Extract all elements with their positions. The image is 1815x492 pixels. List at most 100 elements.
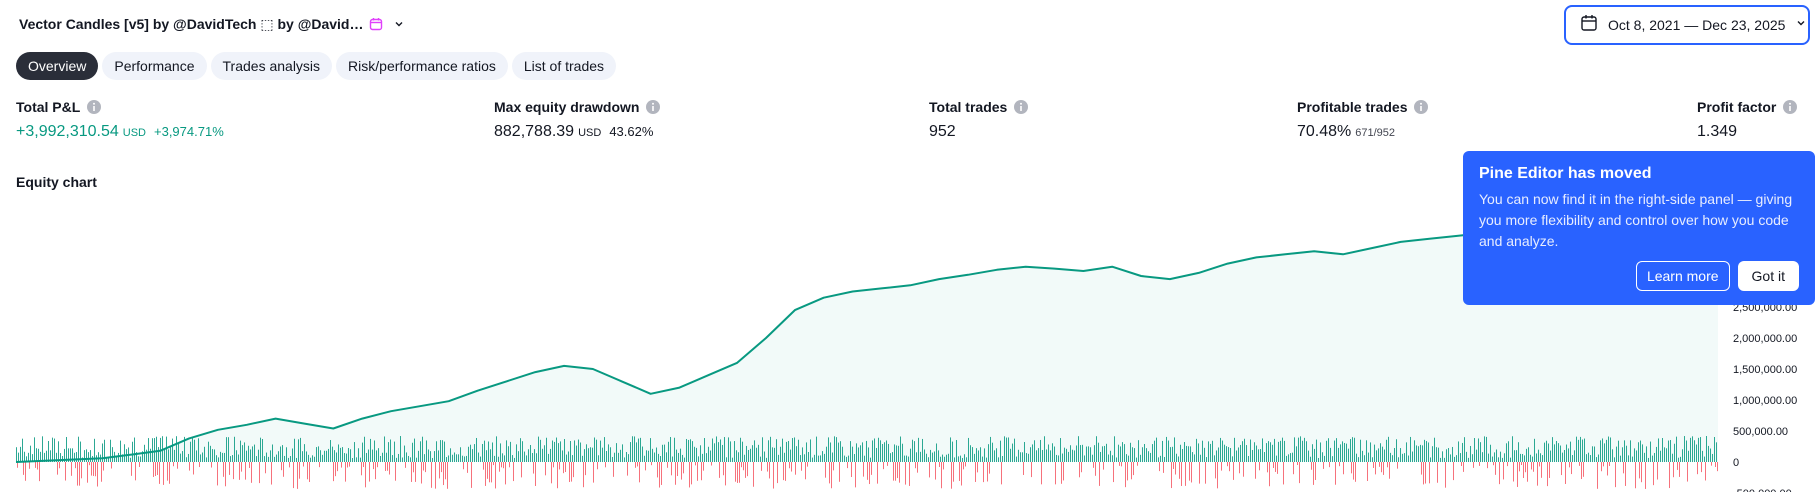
- equity-chart[interactable]: 2,500,000.00 2,000,000.00 1,500,000.00 1,00…: [0, 200, 1815, 492]
- profit-bar: [1240, 444, 1241, 462]
- profit-bar: [1192, 452, 1193, 462]
- profit-bar: [940, 456, 941, 462]
- loss-bar: [761, 462, 762, 471]
- profit-bar: [332, 446, 333, 462]
- date-range-picker[interactable]: Oct 8, 2021 — Dec 23, 2025: [1564, 5, 1810, 45]
- loss-bar: [1121, 462, 1122, 467]
- profit-bar: [1386, 439, 1387, 462]
- profit-bar: [1396, 439, 1397, 462]
- profit-bar: [878, 437, 879, 462]
- info-icon[interactable]: [1782, 99, 1798, 115]
- profit-bar: [1032, 444, 1033, 462]
- profit-bar: [1412, 451, 1413, 462]
- profit-bar: [1464, 437, 1465, 462]
- chevron-down-icon[interactable]: [393, 18, 405, 30]
- profit-bar: [74, 452, 75, 462]
- profit-bar: [1598, 454, 1599, 462]
- loss-bar: [1495, 462, 1496, 475]
- profit-bar: [220, 451, 221, 462]
- info-icon[interactable]: [1013, 99, 1029, 115]
- loss-bar: [377, 462, 378, 468]
- profit-bar: [484, 440, 485, 462]
- profit-bar: [1484, 436, 1485, 462]
- profit-bar: [812, 457, 813, 462]
- tab-trades-analysis[interactable]: Trades analysis: [210, 52, 333, 80]
- profit-bar: [556, 437, 557, 462]
- profit-bar: [898, 445, 899, 462]
- profit-bar: [372, 449, 373, 462]
- loss-bar: [25, 462, 26, 481]
- profit-bar: [578, 439, 579, 462]
- learn-more-button[interactable]: Learn more: [1635, 261, 1730, 291]
- loss-bar: [1205, 462, 1206, 484]
- profit-bar: [352, 457, 353, 462]
- loss-bar: [1623, 462, 1624, 474]
- profit-bar: [1644, 452, 1645, 462]
- strategy-title[interactable]: Vector Candles [v5] by @DavidTech ⬚ by @…: [19, 15, 364, 32]
- got-it-button[interactable]: Got it: [1737, 261, 1799, 291]
- profit-bar: [258, 449, 259, 462]
- loss-bar: [199, 462, 200, 468]
- tab-list-of-trades[interactable]: List of trades: [511, 52, 617, 80]
- profit-bar: [1198, 443, 1199, 462]
- profit-bar: [1454, 456, 1455, 462]
- profit-bar: [1664, 447, 1665, 462]
- loss-bar: [939, 462, 940, 467]
- metric-total-pnl: Total P&L +3,992,310.54 USD +3,974.71%: [16, 99, 224, 141]
- profit-bar: [1234, 437, 1235, 462]
- profit-bar: [1402, 453, 1403, 462]
- profit-bar: [1096, 436, 1097, 462]
- profit-bar: [234, 436, 235, 462]
- profit-bar: [1472, 454, 1473, 462]
- trade-bars: [16, 436, 1718, 489]
- info-icon[interactable]: [645, 99, 661, 115]
- profit-bar: [1652, 455, 1653, 462]
- profit-bar: [614, 452, 615, 462]
- profit-bar: [880, 440, 881, 462]
- loss-bar: [1315, 462, 1316, 480]
- profit-bar: [384, 436, 385, 462]
- loss-bar: [1583, 462, 1584, 477]
- profit-bar: [496, 436, 497, 462]
- info-icon[interactable]: [1413, 99, 1429, 115]
- profit-bar: [268, 456, 269, 462]
- profit-bar: [1242, 441, 1243, 462]
- loss-bar: [747, 462, 748, 477]
- info-icon[interactable]: [86, 99, 102, 115]
- profit-bar: [888, 443, 889, 462]
- loss-bar: [499, 462, 500, 472]
- tab-performance[interactable]: Performance: [102, 52, 207, 80]
- profit-bar: [816, 436, 817, 462]
- loss-bar: [829, 462, 830, 484]
- profit-bar: [1312, 444, 1313, 462]
- profit-bar: [1446, 449, 1447, 462]
- profit-bar: [918, 437, 919, 462]
- profit-bar: [1504, 453, 1505, 462]
- loss-bar: [1571, 462, 1572, 475]
- metric-max-equity-drawdown: Max equity drawdown 882,788.39 USD 43.62…: [494, 99, 661, 141]
- profit-bar: [964, 454, 965, 462]
- profit-bar: [1380, 443, 1381, 462]
- profit-bar: [248, 445, 249, 462]
- profit-bar: [1600, 440, 1601, 462]
- loss-bar: [675, 462, 676, 485]
- profit-bar: [1456, 455, 1457, 462]
- profit-bar: [584, 449, 585, 462]
- profit-bar: [846, 456, 847, 462]
- loss-bar: [139, 462, 140, 467]
- profit-bar: [356, 457, 357, 462]
- profit-bar: [1568, 448, 1569, 462]
- profit-bar: [424, 454, 425, 462]
- tab-overview[interactable]: Overview: [16, 52, 99, 80]
- loss-bar: [795, 462, 796, 475]
- tab-risk-performance-ratios[interactable]: Risk/performance ratios: [336, 52, 508, 80]
- loss-bar: [71, 462, 72, 476]
- loss-bar: [509, 462, 510, 468]
- profit-bar: [1640, 440, 1641, 462]
- profit-bar: [1562, 452, 1563, 462]
- profit-bar: [838, 442, 839, 462]
- loss-bar: [265, 462, 266, 474]
- loss-bar: [1677, 462, 1678, 470]
- calendar-badge-icon[interactable]: [369, 17, 383, 31]
- loss-bar: [347, 462, 348, 468]
